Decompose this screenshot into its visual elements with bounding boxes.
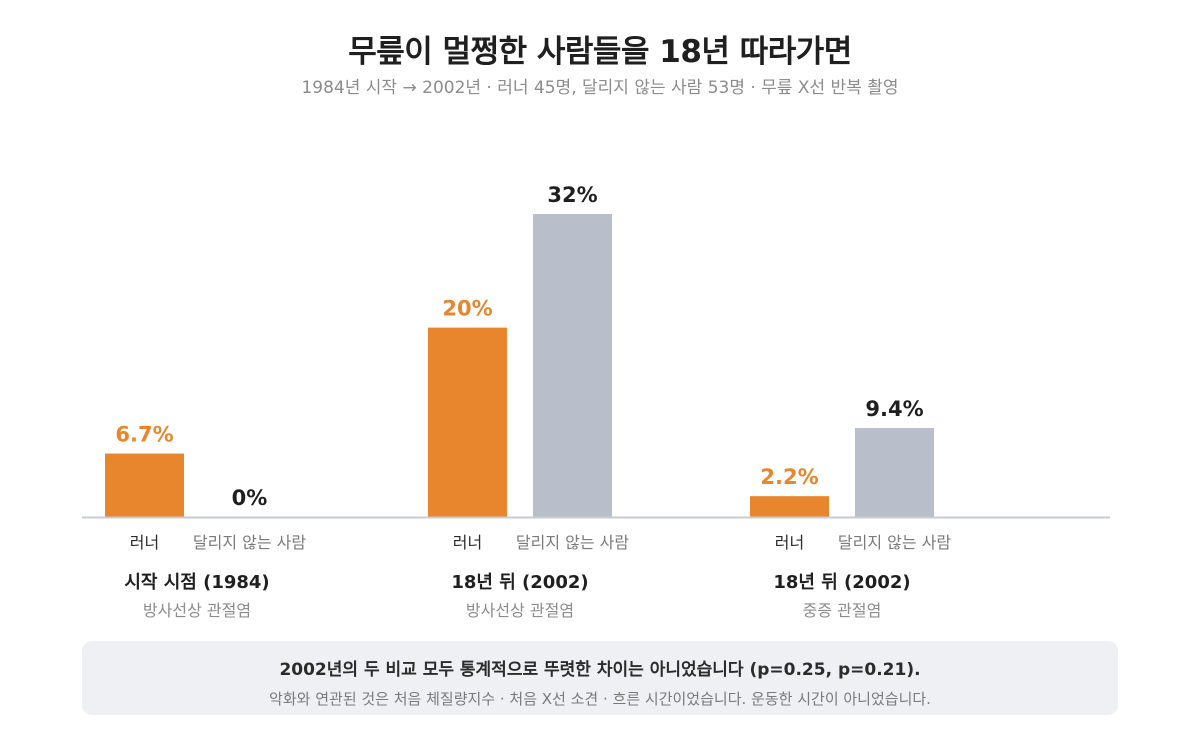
data-label: 0% [232,486,268,510]
bar-runner [428,327,507,517]
category-label: 달리지 않는 사람 [838,533,951,552]
footnote-main: 2002년의 두 비교 모두 통계적으로 뚜렷한 차이는 아니었습니다 (p=0… [279,660,921,680]
group-subtitle: 방사선상 관절염 [143,601,251,620]
chart-subtitle: 1984년 시작 → 2002년 · 러너 45명, 달리지 않는 사람 53명… [301,78,899,98]
data-label: 2.2% [760,465,818,489]
group-title: 18년 뒤 (2002) [451,572,588,593]
data-label: 6.7% [115,423,173,447]
data-label: 32% [547,183,597,207]
bar-nonrunner [533,214,612,517]
chart-title: 무릎이 멀쩡한 사람들을 18년 따라가면 [348,34,852,70]
group-title: 18년 뒤 (2002) [773,572,910,593]
category-label: 러너 [775,533,804,552]
category-label: 러너 [130,533,159,552]
footnote-box: 2002년의 두 비교 모두 통계적으로 뚜렷한 차이는 아니었습니다 (p=0… [82,641,1118,715]
data-label: 20% [442,297,492,321]
group-subtitle: 방사선상 관절염 [466,601,574,620]
footnote-sub: 악화와 연관된 것은 처음 체질량지수 · 처음 X선 소견 · 흐른 시간이었… [269,690,931,708]
group-subtitle: 중증 관절염 [803,601,882,620]
bar-nonrunner [855,427,934,517]
category-label: 달리지 않는 사람 [516,533,629,552]
group-title: 시작 시점 (1984) [124,572,269,593]
bar-runner [105,453,184,517]
data-label: 9.4% [865,397,923,421]
category-label: 달리지 않는 사람 [193,533,306,552]
category-label: 러너 [453,533,482,552]
bar-runner [750,496,829,517]
